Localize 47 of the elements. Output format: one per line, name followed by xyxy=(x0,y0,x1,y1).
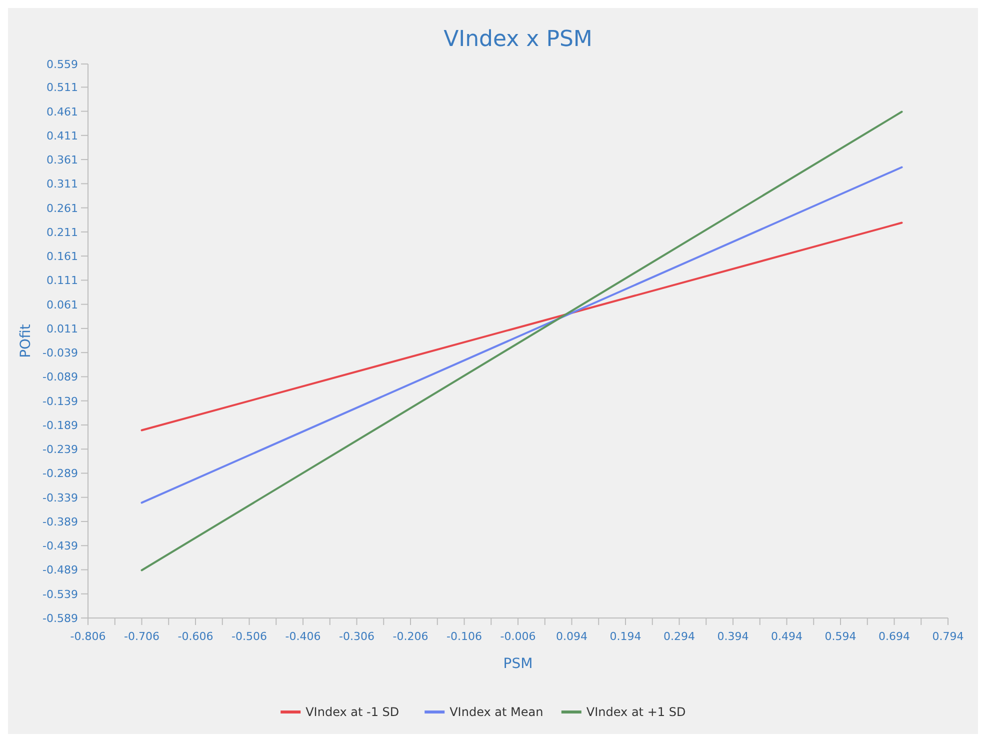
y-tick-label: 0.161 xyxy=(46,250,78,264)
x-tick-label: 0.194 xyxy=(610,630,642,643)
y-tick-label: 0.261 xyxy=(46,202,78,215)
y-tick-label: 0.511 xyxy=(46,81,78,94)
y-tick-label: 0.211 xyxy=(46,226,78,239)
x-tick-label: -0.206 xyxy=(392,630,428,643)
x-axis-title: PSM xyxy=(503,656,533,672)
y-tick-label: -0.489 xyxy=(42,564,78,577)
x-tick-label: -0.406 xyxy=(285,630,321,643)
y-tick-label: -0.239 xyxy=(42,443,78,456)
x-tick-label: -0.106 xyxy=(446,630,482,643)
legend-label: VIndex at -1 SD xyxy=(306,705,400,719)
y-tick-label: 0.411 xyxy=(46,129,78,142)
y-tick-label: 0.559 xyxy=(46,58,78,71)
y-tick-label: 0.061 xyxy=(46,298,78,312)
y-tick-label: 0.361 xyxy=(46,154,78,167)
y-tick-label: 0.011 xyxy=(46,322,78,336)
x-tick-label: 0.494 xyxy=(771,630,802,643)
y-tick-label: -0.039 xyxy=(42,346,78,360)
y-tick-label: -0.289 xyxy=(42,467,78,480)
y-tick-label: -0.139 xyxy=(42,394,78,408)
x-tick-label: -0.006 xyxy=(500,630,536,643)
chart-title: VIndex x PSM xyxy=(444,27,592,52)
x-tick-label: 0.094 xyxy=(556,630,588,643)
y-tick-label: -0.089 xyxy=(42,370,78,384)
y-tick-label: -0.189 xyxy=(42,418,78,432)
x-tick-label: -0.506 xyxy=(232,630,267,643)
legend-label: VIndex at +1 SD xyxy=(586,705,686,719)
x-tick-label: 0.394 xyxy=(717,630,749,643)
x-tick-label: 0.294 xyxy=(664,630,695,643)
x-tick-label: -0.706 xyxy=(124,630,160,643)
y-tick-label: 0.311 xyxy=(46,178,78,191)
y-tick-label: -0.389 xyxy=(42,515,78,528)
x-tick-label: 0.594 xyxy=(824,630,856,643)
legend-label: VIndex at Mean xyxy=(450,705,544,719)
y-tick-label: 0.461 xyxy=(46,105,78,118)
y-tick-label: -0.539 xyxy=(42,588,78,601)
y-tick-label: -0.439 xyxy=(42,540,78,553)
x-tick-label: -0.806 xyxy=(70,630,106,643)
y-tick-label: 0.111 xyxy=(46,274,78,288)
y-tick-label: -0.339 xyxy=(42,491,78,504)
y-tick-label: -0.589 xyxy=(42,612,78,625)
x-tick-label: -0.606 xyxy=(178,630,214,643)
x-tick-label: 0.694 xyxy=(878,630,910,643)
x-tick-label: -0.306 xyxy=(339,630,374,643)
y-axis-title: POfit xyxy=(18,324,34,358)
x-tick-label: 0.794 xyxy=(932,630,964,643)
